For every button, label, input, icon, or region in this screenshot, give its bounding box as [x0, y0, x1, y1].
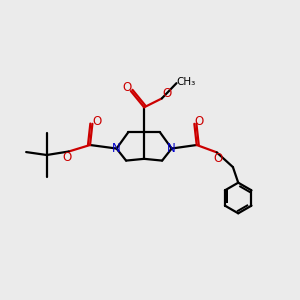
- Text: N: N: [167, 142, 176, 155]
- Text: O: O: [63, 152, 72, 164]
- Text: O: O: [214, 152, 223, 165]
- Text: N: N: [112, 142, 121, 155]
- Text: O: O: [92, 115, 102, 128]
- Text: O: O: [163, 87, 172, 100]
- Text: CH₃: CH₃: [176, 77, 196, 87]
- Text: O: O: [123, 81, 132, 94]
- Text: O: O: [194, 115, 204, 128]
